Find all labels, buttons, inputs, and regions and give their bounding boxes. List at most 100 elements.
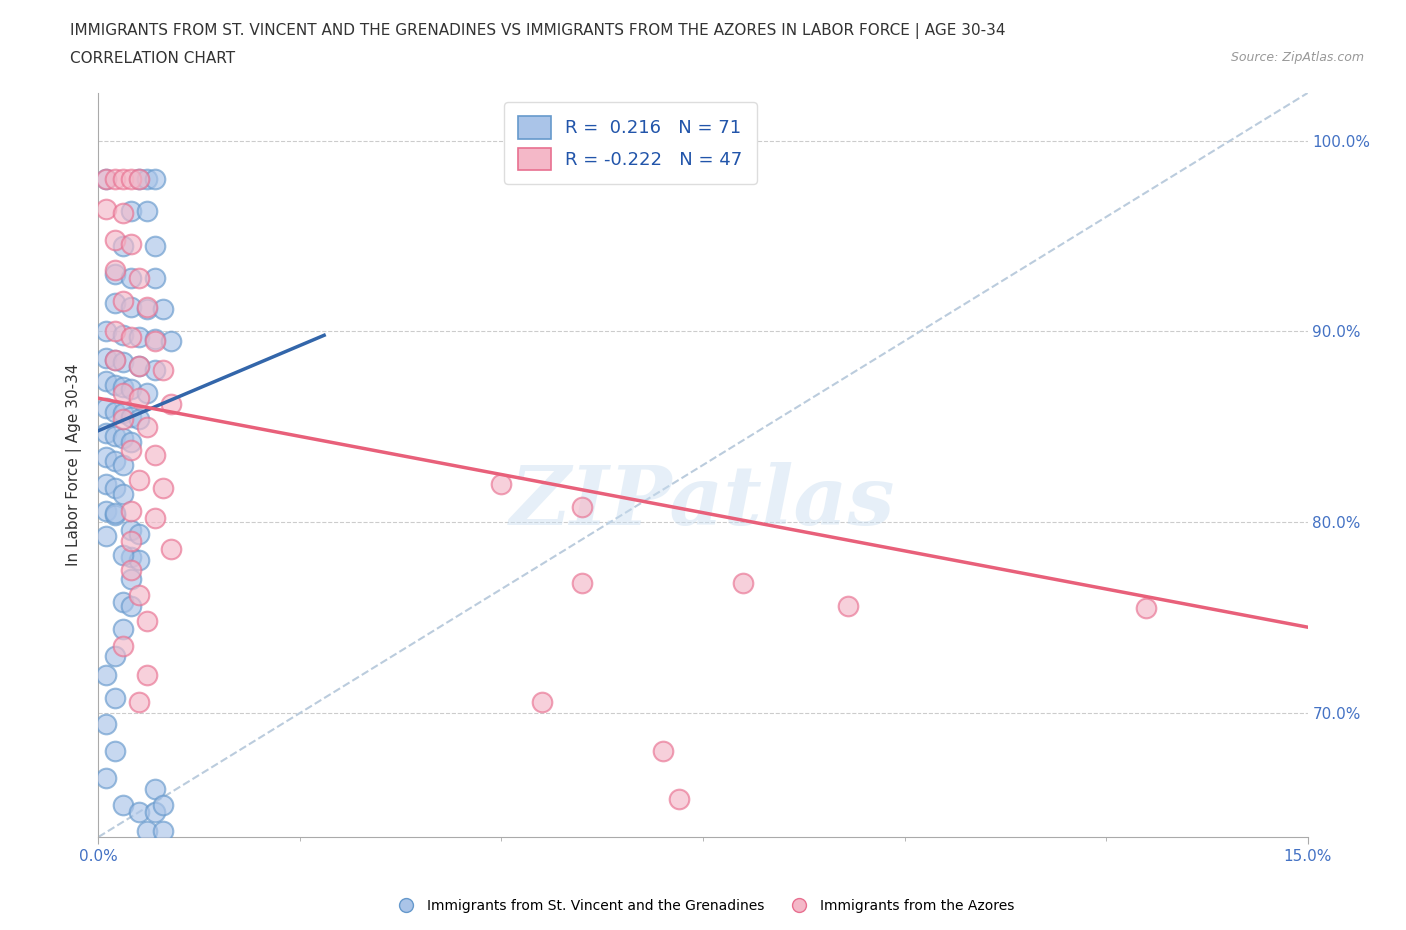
Point <box>128 553 150 568</box>
Point <box>733 576 755 591</box>
Point <box>1135 601 1157 616</box>
Point <box>103 378 125 392</box>
Point <box>160 396 183 411</box>
Point <box>120 410 142 425</box>
Legend: R =  0.216   N = 71, R = -0.222   N = 47: R = 0.216 N = 71, R = -0.222 N = 47 <box>503 102 756 184</box>
Y-axis label: In Labor Force | Age 30-34: In Labor Force | Age 30-34 <box>66 364 83 566</box>
Point <box>103 263 125 278</box>
Point <box>111 385 134 400</box>
Point <box>103 505 125 520</box>
Point <box>128 526 150 541</box>
Point <box>111 294 134 309</box>
Point <box>128 694 150 709</box>
Point <box>120 563 142 578</box>
Point <box>103 267 125 282</box>
Point <box>120 599 142 614</box>
Point <box>135 301 157 316</box>
Point <box>120 549 142 564</box>
Text: IMMIGRANTS FROM ST. VINCENT AND THE GRENADINES VS IMMIGRANTS FROM THE AZORES IN : IMMIGRANTS FROM ST. VINCENT AND THE GREN… <box>70 23 1005 39</box>
Point <box>103 429 125 444</box>
Point <box>491 477 513 492</box>
Point <box>96 171 118 186</box>
Point <box>96 450 118 465</box>
Point <box>96 425 118 440</box>
Point <box>571 499 593 514</box>
Point <box>111 412 134 427</box>
Point <box>152 797 174 812</box>
Point <box>111 406 134 421</box>
Point <box>103 481 125 496</box>
Point <box>111 379 134 394</box>
Text: ZIPatlas: ZIPatlas <box>510 462 896 542</box>
Point <box>135 204 157 219</box>
Point <box>111 458 134 472</box>
Point <box>103 454 125 469</box>
Point <box>530 694 553 709</box>
Point <box>120 534 142 549</box>
Point <box>103 744 125 759</box>
Point <box>128 804 150 819</box>
Point <box>103 507 125 522</box>
Point <box>128 271 150 286</box>
Point <box>111 621 134 636</box>
Point <box>135 385 157 400</box>
Point <box>96 717 118 732</box>
Point <box>571 576 593 591</box>
Point <box>135 668 157 683</box>
Point <box>120 171 142 186</box>
Point <box>103 352 125 367</box>
Point <box>96 171 118 186</box>
Point <box>128 171 150 186</box>
Point <box>120 434 142 449</box>
Point <box>103 648 125 663</box>
Point <box>96 351 118 365</box>
Point <box>96 770 118 785</box>
Point <box>96 400 118 415</box>
Point <box>120 271 142 286</box>
Point <box>143 448 166 463</box>
Point <box>103 296 125 311</box>
Point <box>111 797 134 812</box>
Point <box>120 572 142 587</box>
Point <box>143 238 166 253</box>
Point <box>128 330 150 345</box>
Point <box>668 791 690 806</box>
Point <box>111 431 134 445</box>
Point <box>128 391 150 405</box>
Point <box>111 547 134 562</box>
Text: Source: ZipAtlas.com: Source: ZipAtlas.com <box>1230 51 1364 64</box>
Point <box>120 503 142 518</box>
Point <box>96 503 118 518</box>
Point <box>143 334 166 349</box>
Point <box>120 523 142 538</box>
Point <box>128 587 150 602</box>
Point <box>135 824 157 839</box>
Point <box>160 541 183 556</box>
Point <box>111 595 134 610</box>
Point <box>135 614 157 629</box>
Point <box>143 271 166 286</box>
Point <box>135 419 157 434</box>
Point <box>128 358 150 373</box>
Point <box>160 334 183 349</box>
Point <box>96 668 118 683</box>
Point <box>120 443 142 458</box>
Point <box>111 486 134 501</box>
Point <box>111 354 134 369</box>
Point <box>837 599 859 614</box>
Point <box>120 236 142 251</box>
Point <box>111 171 134 186</box>
Point <box>111 328 134 343</box>
Point <box>152 481 174 496</box>
Point <box>96 202 118 217</box>
Point <box>111 206 134 220</box>
Point <box>103 324 125 339</box>
Point <box>143 362 166 377</box>
Point <box>152 301 174 316</box>
Point <box>103 232 125 247</box>
Point <box>103 171 125 186</box>
Point <box>651 744 673 759</box>
Point <box>128 472 150 487</box>
Point <box>96 528 118 543</box>
Point <box>135 299 157 314</box>
